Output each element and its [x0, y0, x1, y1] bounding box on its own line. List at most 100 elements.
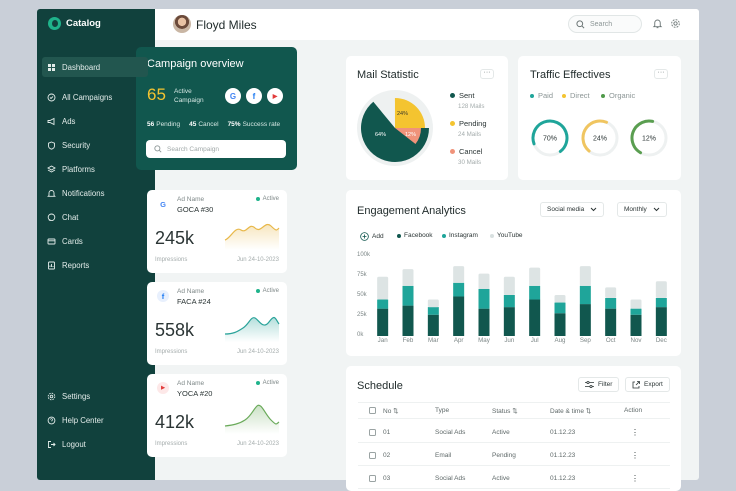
search-input[interactable]: Search — [568, 15, 642, 33]
cell-status: Active — [492, 429, 510, 436]
sidebar-item-chat[interactable]: Chat — [42, 207, 148, 227]
x-tick-label: Mar — [428, 337, 439, 344]
cell-type: Social Ads — [435, 429, 466, 436]
legend-sub-label: 30 Mails — [458, 159, 482, 166]
row-action-menu[interactable]: ⋮ — [631, 451, 639, 460]
table-divider — [358, 465, 670, 466]
sidebar-item-help-center[interactable]: Help Center — [42, 410, 148, 430]
legend-dot — [450, 149, 455, 154]
cell-no: 01 — [383, 429, 391, 436]
cell-status: Pending — [492, 452, 516, 459]
legend-dot — [601, 93, 605, 98]
traffic-menu-button[interactable]: ··· — [654, 69, 668, 79]
select-all-checkbox[interactable] — [369, 407, 376, 414]
campaign-search-input[interactable]: Search Campaign — [146, 140, 286, 158]
export-label: Export — [644, 381, 663, 388]
gear-icon[interactable] — [670, 18, 681, 29]
y-tick-label: 75k — [357, 272, 367, 278]
bar-facebook-feb — [402, 305, 414, 336]
campaign-overview-card: Campaign overview 65 Active Campaign G f… — [136, 47, 297, 170]
pie-label: 64% — [375, 132, 386, 138]
pie-label: 24% — [397, 111, 408, 117]
legend-label: Instagram — [449, 232, 478, 239]
youtube-icon[interactable]: ▶ — [267, 88, 283, 104]
cell-status: Active — [492, 475, 510, 482]
layers-icon — [47, 164, 56, 174]
row-checkbox[interactable] — [369, 475, 376, 482]
ad-card[interactable]: f Ad Name FACA #24 Active 558k Impressions Jun… — [147, 282, 287, 365]
period-dropdown[interactable]: Monthly — [617, 202, 667, 217]
legend-dot — [450, 93, 455, 98]
sidebar-item-logout[interactable]: Logout — [42, 434, 148, 454]
sidebar-item-label: Cards — [62, 236, 83, 246]
row-checkbox[interactable] — [369, 429, 376, 436]
app-logo[interactable]: Catalog — [48, 17, 101, 30]
report-icon — [47, 261, 56, 270]
table-divider — [358, 418, 670, 419]
sidebar: Catalog — [37, 9, 155, 480]
mail-menu-button[interactable]: ··· — [480, 69, 494, 79]
ad-card[interactable]: ▶ Ad Name YOCA #20 Active 412k Impressions Jun… — [147, 374, 287, 457]
dashboard-icon — [47, 63, 56, 72]
impressions-label: Impressions — [155, 349, 188, 355]
y-tick-label: 0k — [357, 332, 364, 338]
export-button[interactable]: Export — [625, 377, 670, 392]
row-action-menu[interactable]: ⋮ — [631, 474, 639, 483]
filter-icon — [585, 381, 594, 388]
column-header-no[interactable]: No ⇅ — [383, 408, 399, 415]
pie-slice-cancel — [395, 128, 421, 145]
ring-fill — [630, 119, 668, 157]
sidebar-item-label: All Campaigns — [62, 92, 113, 102]
sidebar-item-label: Dashboard — [62, 62, 101, 72]
sidebar-item-platforms[interactable]: Platforms — [42, 159, 148, 179]
legend-dot — [530, 93, 534, 98]
bar-facebook-jun — [503, 307, 515, 336]
active-campaign-count: 65 — [147, 85, 166, 104]
filter-button[interactable]: Filter — [578, 377, 620, 392]
status-text: Active — [262, 380, 279, 386]
bar-youtube-oct — [605, 287, 617, 298]
add-series-button[interactable]: Add — [360, 232, 384, 241]
status-badge: Active — [255, 380, 279, 386]
sidebar-item-notifications[interactable]: Notifications — [42, 183, 148, 203]
google-icon: G — [157, 198, 169, 210]
legend-item: YouTube — [490, 232, 523, 239]
avatar[interactable] — [173, 15, 191, 33]
source-dropdown[interactable]: Social media — [540, 202, 605, 217]
sidebar-item-settings[interactable]: Settings — [42, 386, 148, 406]
ad-card[interactable]: G Ad Name GOCA #30 Active 245k Impressions Jun… — [147, 190, 287, 273]
bar-facebook-sep — [579, 304, 591, 336]
sidebar-item-cards[interactable]: Cards — [42, 231, 148, 251]
row-action-menu[interactable]: ⋮ — [631, 428, 639, 437]
y-tick-label: 25k — [357, 312, 367, 318]
table-divider — [358, 442, 670, 443]
table-divider — [358, 402, 670, 403]
bar-facebook-nov — [630, 314, 642, 336]
filter-label: Filter — [598, 381, 613, 388]
bell-icon — [47, 189, 56, 198]
row-checkbox[interactable] — [369, 452, 376, 459]
bar-instagram-jun — [503, 294, 515, 308]
sidebar-item-all-campaigns[interactable]: All Campaigns — [42, 87, 148, 107]
column-header-status[interactable]: Status ⇅ — [492, 408, 518, 415]
success-stat: 75% Success rate — [227, 121, 281, 128]
bar-youtube-sep — [579, 266, 591, 286]
bell-icon[interactable] — [652, 18, 663, 29]
sidebar-item-security[interactable]: Security — [42, 135, 148, 155]
bar-youtube-mar — [427, 299, 439, 308]
ring-fill — [581, 119, 619, 157]
bar-youtube-apr — [453, 266, 465, 283]
status-text: Active — [262, 288, 279, 294]
facebook-icon[interactable]: f — [246, 88, 262, 104]
pie-slice-sent — [361, 101, 429, 162]
chevron-down-icon — [590, 207, 597, 212]
sidebar-item-dashboard[interactable]: Dashboard — [42, 57, 148, 77]
x-tick-label: Jun — [504, 337, 515, 344]
sparkline-area — [225, 224, 279, 250]
column-header-date[interactable]: Date & time ⇅ — [550, 408, 592, 415]
google-icon[interactable]: G — [225, 88, 241, 104]
sidebar-item-ads[interactable]: Ads — [42, 111, 148, 131]
sidebar-item-reports[interactable]: Reports — [42, 255, 148, 275]
sidebar-item-label: Ads — [62, 116, 76, 126]
bar-facebook-jan — [377, 308, 389, 336]
